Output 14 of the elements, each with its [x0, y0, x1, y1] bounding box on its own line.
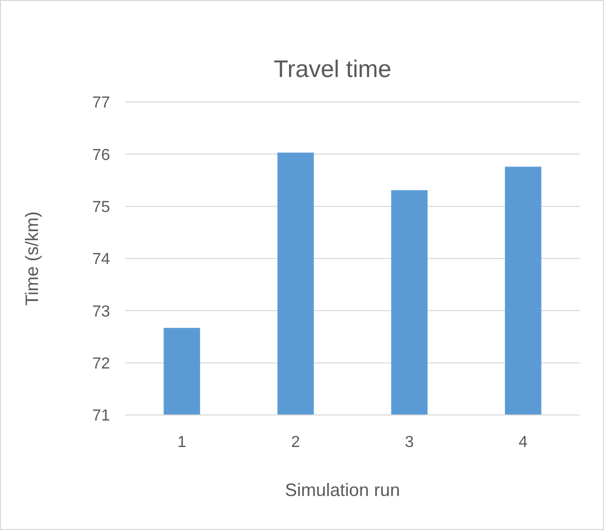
y-axis-title: Time (s/km) [22, 211, 42, 306]
y-tick-label: 72 [92, 355, 110, 372]
y-tick-label: 71 [92, 408, 110, 425]
x-tick-label: 2 [291, 434, 300, 451]
y-tick-label: 73 [92, 303, 110, 320]
x-tick-label: 4 [518, 434, 528, 451]
y-tick-label: 75 [92, 198, 110, 216]
x-tick-label: 3 [404, 434, 414, 451]
y-tick-label: 76 [92, 146, 110, 164]
x-tick-label: 1 [177, 434, 186, 451]
y-tick-label: 77 [92, 94, 110, 112]
y-tick-label: 74 [92, 251, 110, 268]
chart-title: Travel time [274, 56, 392, 83]
x-axis-title: Simulation run [284, 480, 400, 500]
